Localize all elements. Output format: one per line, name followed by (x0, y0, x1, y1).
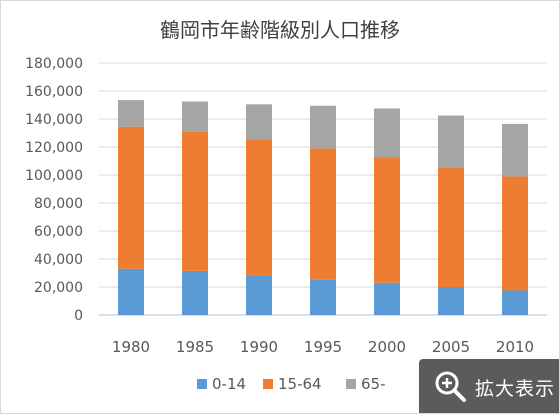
legend-swatch (263, 379, 273, 389)
bar-segment-15-64 (438, 168, 464, 287)
x-tick-label: 1985 (176, 338, 214, 356)
bar-segment-15-64 (310, 148, 336, 280)
chart-title: 鶴岡市年齢階級別人口推移 (160, 18, 400, 42)
bar-segment-0-14 (310, 279, 336, 315)
legend-label: 0-14 (212, 375, 246, 393)
bar-segment-65- (118, 100, 144, 127)
bar-segment-0-14 (182, 270, 208, 315)
y-tick-label: 160,000 (25, 84, 83, 100)
y-tick-label: 20,000 (34, 280, 83, 296)
bar-segment-65- (374, 108, 400, 158)
x-tick-label: 1990 (240, 338, 278, 356)
y-tick-label: 60,000 (34, 224, 83, 240)
bar-segment-15-64 (118, 126, 144, 269)
bar-segment-15-64 (182, 131, 208, 271)
y-axis-ticks: 0 20,000 40,000 60,000 80,000 100,000 120,000 1… (25, 56, 83, 324)
legend-swatch (197, 379, 207, 389)
y-tick-label: 140,000 (25, 112, 83, 128)
zoom-button[interactable]: 拡大表示 (419, 359, 559, 413)
bar-segment-0-14 (438, 287, 464, 315)
x-tick-label: 2010 (496, 338, 534, 356)
bar-segment-0-14 (374, 282, 400, 315)
x-tick-label: 1980 (112, 338, 150, 356)
bar-segment-65- (502, 123, 528, 177)
legend-label: 15-64 (278, 375, 322, 393)
bar-segment-65- (182, 101, 208, 132)
zoom-in-icon (433, 369, 467, 403)
x-tick-label: 2000 (368, 338, 406, 356)
y-tick-label: 120,000 (25, 140, 83, 156)
bar-segment-15-64 (502, 176, 528, 291)
legend: 0-14 15-64 65- (197, 375, 386, 393)
bar-segment-0-14 (502, 290, 528, 315)
zoom-button-label: 拡大表示 (475, 378, 556, 400)
x-axis-ticks: 1980 1985 1990 1995 2000 2005 2010 (112, 338, 534, 356)
x-tick-label: 1995 (304, 338, 342, 356)
y-tick-label: 180,000 (25, 56, 83, 72)
bar-segment-15-64 (374, 157, 400, 283)
bar-segment-0-14 (118, 268, 144, 315)
bar-segment-65- (310, 105, 336, 149)
y-tick-label: 80,000 (34, 196, 83, 212)
bar-segment-15-64 (246, 140, 272, 276)
bar-segment-65- (438, 115, 464, 168)
y-tick-label: 40,000 (34, 252, 83, 268)
bar-segment-65- (246, 104, 272, 140)
bars (118, 100, 528, 315)
y-tick-label: 0 (74, 308, 83, 324)
y-tick-label: 100,000 (25, 168, 83, 184)
legend-label: 65- (361, 375, 386, 393)
x-tick-label: 2005 (432, 338, 470, 356)
bar-segment-0-14 (246, 275, 272, 315)
legend-swatch (346, 379, 356, 389)
